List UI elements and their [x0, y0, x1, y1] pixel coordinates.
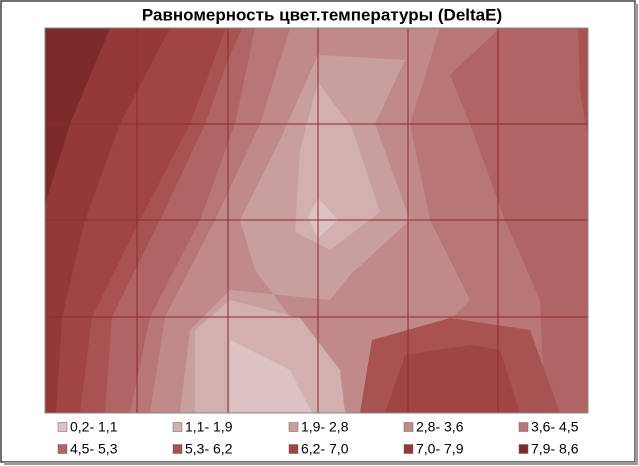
contour-band: [578, 28, 588, 140]
contour-band: [308, 198, 338, 238]
legend: 0,2- 1,1 1,1- 1,9 1,9- 2,8 2,8- 3,6 3,6- 4,5…: [57, 419, 579, 457]
legend-label: 3,6- 4,5: [531, 419, 579, 435]
legend-swatch: [518, 422, 529, 432]
legend-swatch: [403, 444, 414, 454]
grid: [45, 28, 588, 413]
legend-label: 4,5- 5,3: [70, 441, 118, 457]
contour-band: [385, 345, 520, 413]
legend-swatch: [172, 422, 183, 432]
legend-swatch: [288, 422, 299, 432]
legend-label: 6,2- 7,0: [301, 441, 349, 457]
frame-shadow: [4, 462, 637, 465]
frame-shadow: [635, 4, 638, 465]
legend-label: 7,9- 8,6: [531, 441, 579, 457]
plot-area: [45, 28, 588, 413]
legend-label: 1,9- 2,8: [301, 419, 349, 435]
legend-swatch: [518, 444, 529, 454]
legend-label: 5,3- 6,2: [185, 441, 233, 457]
contour-band: [45, 28, 110, 205]
legend-swatch: [57, 444, 68, 454]
legend-label: 0,2- 1,1: [70, 419, 118, 435]
legend-swatch: [403, 422, 414, 432]
legend-swatch: [57, 422, 68, 432]
plot-border: [44, 27, 589, 414]
legend-label: 7,0- 7,9: [416, 441, 464, 457]
chart-title: Равномерность цвет.температуры (DeltaE): [142, 5, 502, 24]
legend-label: 1,1- 1,9: [185, 419, 233, 435]
legend-label: 2,8- 3,6: [416, 419, 464, 435]
legend-swatch: [172, 444, 183, 454]
legend-swatch: [288, 444, 299, 454]
contour-band: [230, 340, 312, 413]
